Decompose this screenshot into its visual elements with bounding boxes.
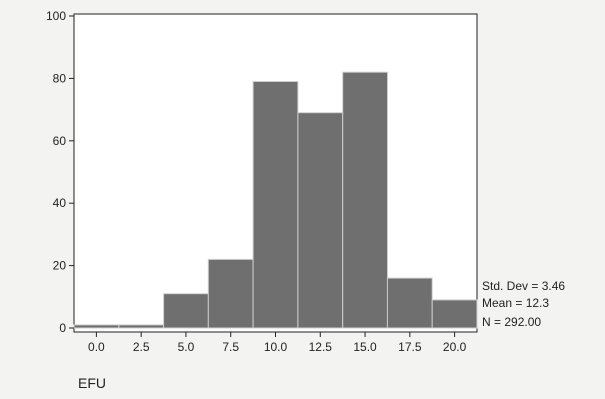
x-tick-label: 20.0 xyxy=(443,340,467,354)
histogram-bar xyxy=(342,71,389,329)
histogram-bar xyxy=(163,293,209,329)
y-tick-label: 0 xyxy=(59,321,66,335)
histogram-bar xyxy=(297,112,344,329)
histogram-bar xyxy=(431,299,478,329)
y-tick-label: 60 xyxy=(53,134,67,148)
stat-std-dev: Std. Dev = 3.46 xyxy=(482,279,565,293)
y-tick-label: 40 xyxy=(53,196,67,210)
x-axis: 0.0 2.5 5.0 7.5 10.0 12.5 15.0 17.5 20.0 xyxy=(88,332,467,354)
histogram-bar xyxy=(118,324,165,329)
y-tick-label: 100 xyxy=(46,9,66,23)
y-tick-label: 20 xyxy=(53,259,67,273)
y-axis: 0 20 40 60 80 100 xyxy=(46,9,74,335)
stat-mean: Mean = 12.3 xyxy=(482,296,549,310)
histogram-bar xyxy=(73,324,120,329)
x-tick-label: 5.0 xyxy=(178,340,195,354)
histogram-bar xyxy=(386,277,433,329)
x-tick-label: 7.5 xyxy=(222,340,239,354)
histogram-bar xyxy=(207,258,254,329)
y-tick-label: 80 xyxy=(53,71,67,85)
bars-group xyxy=(73,71,478,329)
x-tick-label: 15.0 xyxy=(353,340,377,354)
x-tick-label: 10.0 xyxy=(264,340,288,354)
stat-n: N = 292.00 xyxy=(482,315,541,329)
histogram-bar xyxy=(252,81,299,329)
x-tick-label: 2.5 xyxy=(133,340,150,354)
x-tick-label: 12.5 xyxy=(309,340,333,354)
x-axis-label: EFU xyxy=(78,375,106,391)
x-tick-label: 17.5 xyxy=(398,340,422,354)
x-tick-label: 0.0 xyxy=(88,340,105,354)
